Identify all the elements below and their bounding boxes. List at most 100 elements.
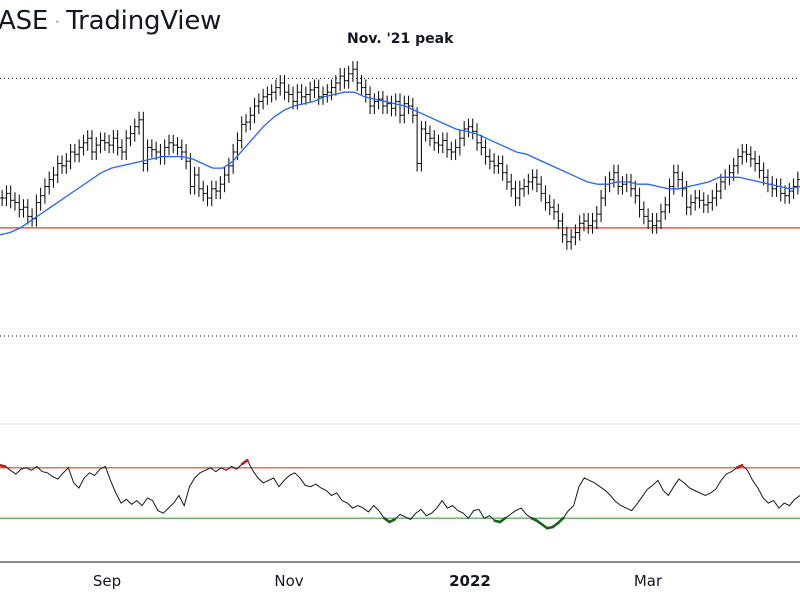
- price-bar: [406, 95, 411, 115]
- price-bar: [162, 139, 167, 165]
- price-bar: [17, 194, 22, 218]
- price-bar: [398, 93, 402, 124]
- price-bar: [368, 86, 373, 115]
- price-bar: [740, 143, 745, 165]
- price-bar: [166, 134, 171, 156]
- price-bar: [526, 173, 531, 195]
- x-tick-label: Nov: [274, 572, 304, 590]
- price-bar: [765, 169, 770, 193]
- price-bar: [504, 164, 509, 190]
- price-bar: [196, 166, 201, 197]
- price-bar: [77, 139, 82, 163]
- peak-annotation: Nov. '21 peak: [347, 31, 454, 47]
- price-bar: [611, 164, 616, 188]
- price-bar: [457, 130, 462, 156]
- rsi-oversold-segment: [498, 516, 507, 524]
- price-bar: [629, 173, 634, 197]
- price-bar: [72, 143, 77, 163]
- price-bar: [325, 84, 330, 103]
- price-bar: [81, 134, 86, 156]
- price-bar: [38, 187, 43, 211]
- price-bar: [676, 164, 681, 188]
- price-bar: [8, 185, 13, 209]
- moving-average-line: [0, 91, 800, 236]
- price-bar: [85, 130, 90, 151]
- price-bar: [308, 81, 313, 103]
- price-bar: [492, 153, 497, 174]
- x-tick-label: 2022: [449, 572, 491, 590]
- price-bar: [214, 180, 219, 200]
- x-tick-label: Sep: [92, 572, 122, 590]
- price-bar: [51, 166, 56, 188]
- price-bar: [423, 120, 428, 142]
- price-bar: [680, 171, 685, 197]
- price-bar: [581, 212, 586, 232]
- price-bar: [269, 84, 274, 103]
- price-bar: [624, 173, 629, 193]
- price-bar: [350, 61, 355, 82]
- price-bar: [787, 183, 792, 204]
- price-bar: [594, 206, 599, 230]
- price-bar: [192, 166, 197, 195]
- price-bar: [432, 130, 437, 151]
- price-bar: [427, 125, 432, 147]
- price-bar: [564, 226, 569, 250]
- price-bar: [380, 91, 385, 115]
- price-bar: [261, 88, 266, 110]
- price-bar: [479, 134, 484, 156]
- price-bar: [303, 86, 308, 105]
- price-bar: [727, 164, 732, 186]
- price-bar: [556, 203, 561, 230]
- price-bar: [573, 224, 578, 246]
- price-bar: [320, 86, 325, 105]
- price-bar: [577, 215, 582, 241]
- price-bar: [102, 132, 107, 151]
- price-bar: [145, 139, 150, 172]
- price-bar: [791, 178, 796, 200]
- price-bar: [774, 178, 779, 197]
- price-bar: [445, 132, 450, 158]
- price-bar: [21, 199, 26, 218]
- price-bar: [89, 130, 94, 161]
- price-bar: [440, 132, 445, 154]
- brand-label: TradingView: [66, 6, 222, 36]
- price-bar: [94, 137, 99, 161]
- price-bar: [607, 171, 612, 193]
- price-bar: [282, 74, 287, 101]
- price-bar: [496, 155, 501, 174]
- rsi-oversold-segment: [388, 518, 397, 524]
- price-bar: [517, 180, 522, 207]
- price-bar: [753, 150, 758, 172]
- price-bar: [42, 178, 47, 204]
- price-bar: [239, 116, 244, 149]
- price-bar: [218, 176, 223, 200]
- price-bar: [363, 79, 368, 103]
- price-bar: [761, 162, 766, 186]
- price-bar: [778, 178, 783, 202]
- price-bar: [68, 143, 73, 170]
- price-bar: [30, 208, 35, 227]
- price-bar: [641, 201, 646, 225]
- price-bar: [509, 173, 514, 197]
- price-bar: [299, 84, 304, 105]
- price-bar: [415, 107, 420, 172]
- price-bar: [744, 143, 749, 163]
- x-tick-label: Mar: [633, 572, 663, 590]
- price-bar: [599, 189, 604, 223]
- price-bar: [706, 194, 711, 213]
- price-bar: [530, 169, 535, 190]
- rsi-line: [0, 459, 800, 529]
- price-bar: [633, 180, 638, 204]
- price-bar: [795, 171, 800, 195]
- price-bar: [252, 97, 257, 124]
- price-bar: [385, 95, 390, 115]
- price-bar: [128, 125, 133, 147]
- price-bar: [171, 134, 176, 154]
- price-bar: [346, 65, 351, 89]
- price-bar: [688, 194, 693, 216]
- price-bar: [329, 79, 334, 101]
- price-bar: [312, 79, 317, 98]
- price-bar: [316, 79, 321, 105]
- price-bar: [4, 185, 9, 207]
